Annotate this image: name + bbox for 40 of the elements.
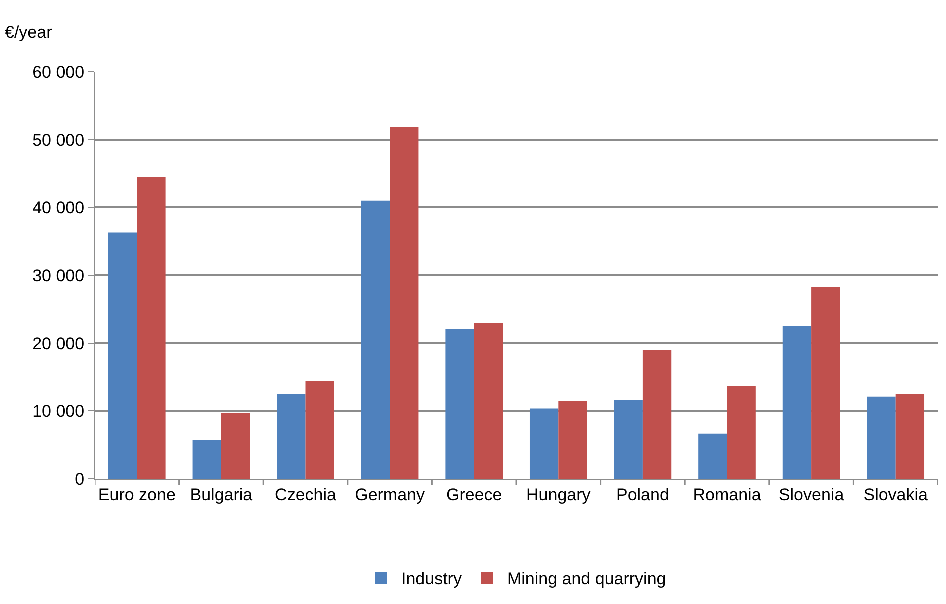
y-tick-label: 40 000 bbox=[32, 198, 85, 218]
bar bbox=[221, 414, 250, 479]
y-axis-title: €/year bbox=[5, 23, 53, 42]
bar bbox=[192, 440, 222, 479]
bar bbox=[530, 408, 559, 479]
x-tick-label: Euro zone bbox=[98, 485, 176, 504]
bar bbox=[361, 200, 390, 479]
x-tick-label: Czechia bbox=[275, 485, 337, 504]
bar bbox=[474, 322, 504, 479]
x-tick-label: Bulgaria bbox=[190, 485, 254, 504]
x-tick-label: Romania bbox=[693, 485, 762, 504]
bar bbox=[867, 396, 896, 479]
bar bbox=[812, 287, 840, 479]
legend-label: Mining and quarrying bbox=[507, 570, 666, 589]
bar bbox=[698, 434, 728, 479]
bar bbox=[896, 394, 925, 479]
bar bbox=[558, 400, 588, 479]
bar bbox=[137, 177, 166, 479]
y-tick-label: 0 bbox=[75, 470, 85, 489]
y-tick-label: 30 000 bbox=[32, 266, 85, 286]
bar bbox=[614, 400, 643, 479]
x-tick-label: Germany bbox=[355, 485, 426, 504]
bar bbox=[782, 326, 812, 479]
bar bbox=[642, 350, 672, 479]
bar bbox=[727, 386, 756, 479]
bar bbox=[108, 232, 138, 479]
x-tick-label: Slovenia bbox=[778, 485, 845, 504]
legend-label: Industry bbox=[402, 570, 462, 589]
bar bbox=[277, 394, 306, 479]
x-tick-label: Slovakia bbox=[864, 485, 929, 504]
y-tick-label: 50 000 bbox=[32, 130, 85, 150]
bar bbox=[306, 381, 334, 479]
y-tick-label: 20 000 bbox=[32, 334, 85, 354]
x-tick-label: Greece bbox=[446, 485, 502, 504]
bar bbox=[446, 329, 474, 479]
bar bbox=[390, 126, 419, 479]
x-tick-label: Hungary bbox=[526, 485, 592, 504]
y-tick-label: 60 000 bbox=[32, 62, 85, 82]
x-tick-label: Poland bbox=[616, 485, 670, 504]
y-tick-label: 10 000 bbox=[32, 402, 85, 422]
